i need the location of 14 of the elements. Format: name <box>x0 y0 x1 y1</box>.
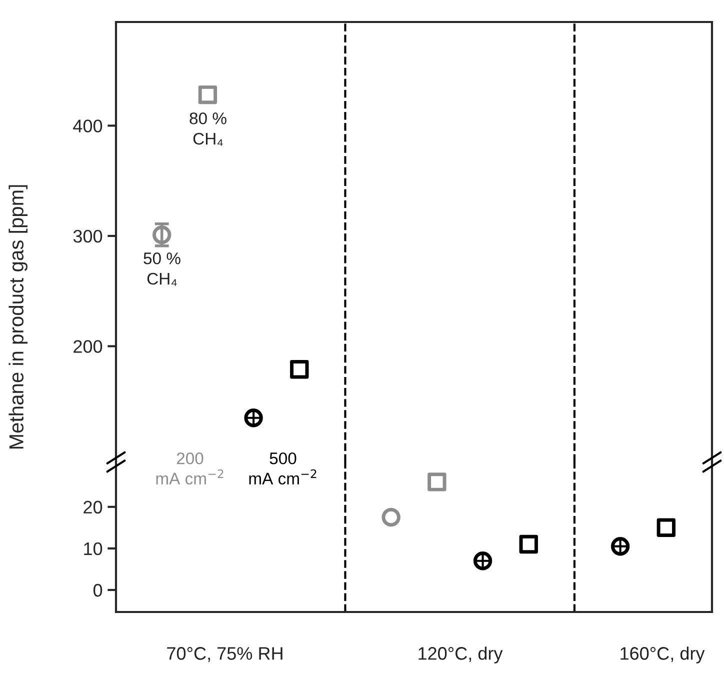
annotation: 500 mA cm$^{−2}$ <box>249 452 316 485</box>
y-tick-label: 0 <box>93 584 102 597</box>
text: 70°C, 75% RH <box>167 647 282 662</box>
y-tick-label: 20 <box>84 500 102 514</box>
annotation: 200 mA cm$^{−2}$ <box>156 452 224 485</box>
y-tick-label: 400 <box>73 120 102 132</box>
y-axis-title: Methane in product gas [ppm] <box>8 185 28 449</box>
y-tick-label: 300 <box>73 230 102 243</box>
y-tick-label: 10 <box>84 542 102 556</box>
text: 120°C, dry <box>418 646 503 664</box>
y-tick-label: 200 <box>74 340 102 353</box>
text: 160°C, dry <box>620 646 705 664</box>
annotation: 50 % CH₄ <box>144 252 180 286</box>
annotation: 80 % CH₄ <box>190 112 226 146</box>
